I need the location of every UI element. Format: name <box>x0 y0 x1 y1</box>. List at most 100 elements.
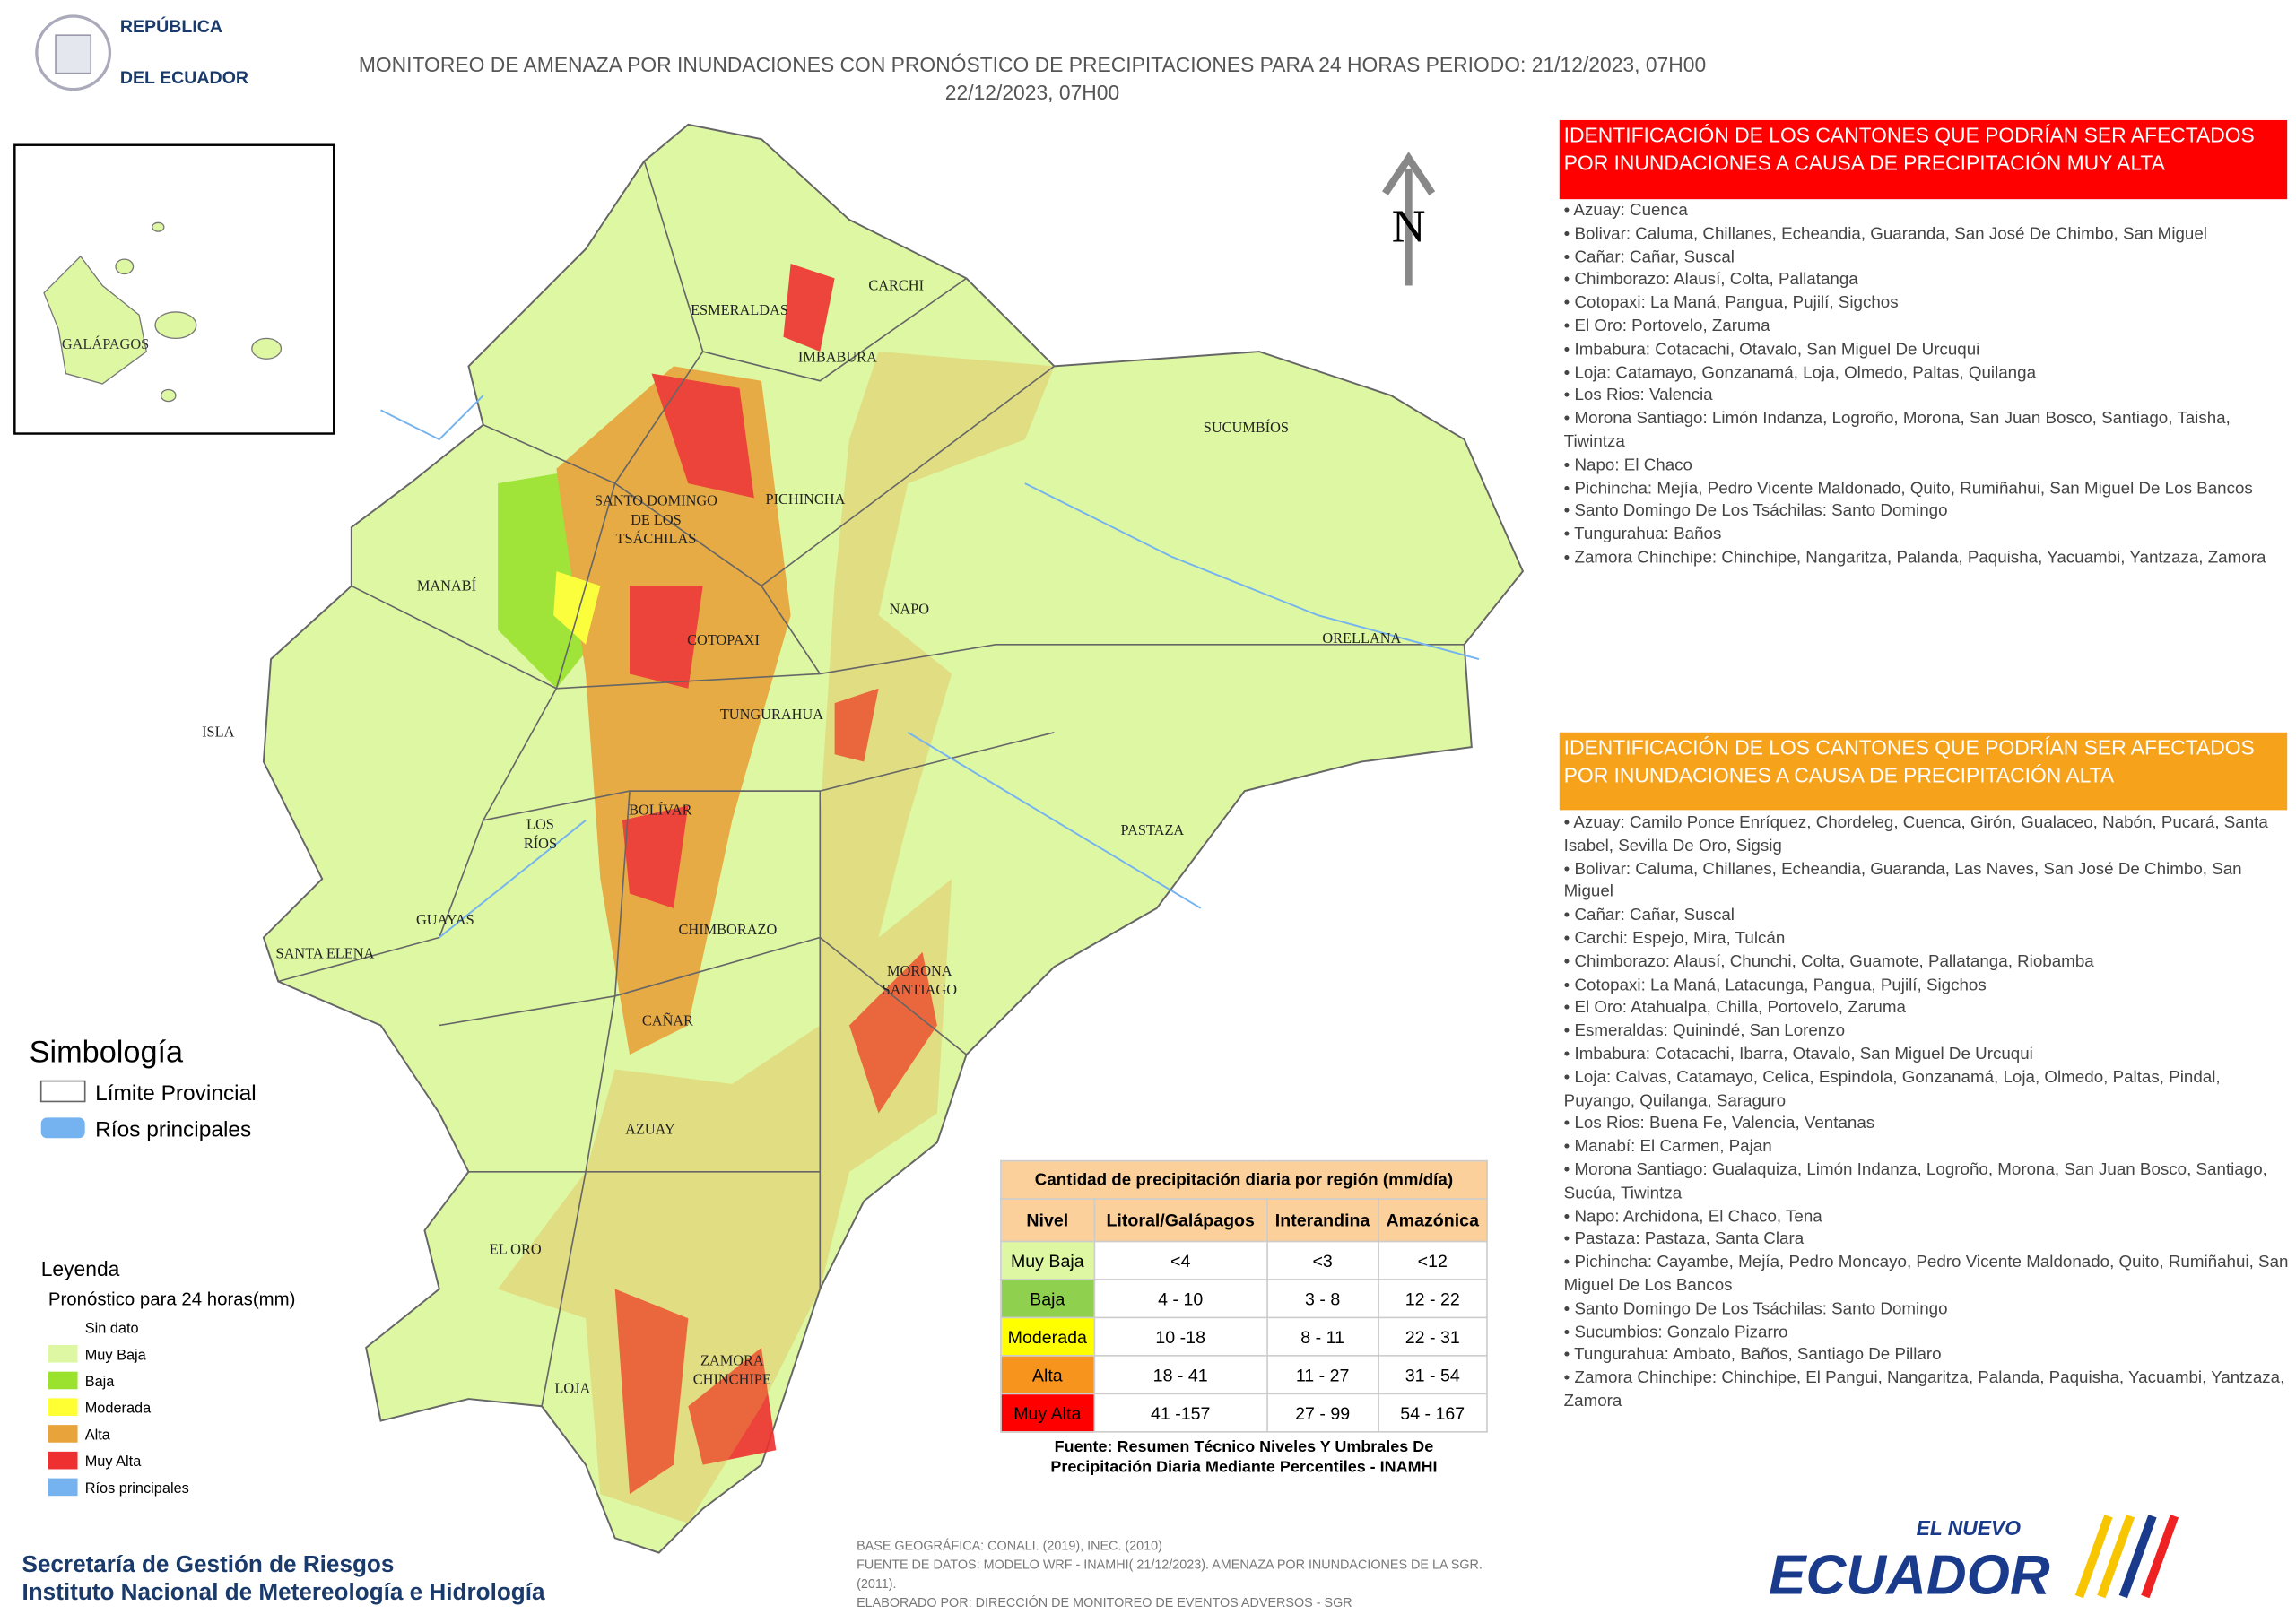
table-row: Muy Alta 41 -157 27 - 99 54 - 167 <box>1000 1393 1488 1433</box>
province-boundaries <box>277 161 1465 1407</box>
table-cell: <4 <box>1092 1240 1268 1280</box>
panel-item: Morona Santiago: Limón Indanza, Logroño,… <box>1564 409 2289 456</box>
panel-item: Cotopaxi: La Maná, Latacunga, Pangua, Pu… <box>1564 975 2289 998</box>
table-cell: Muy Alta <box>1000 1393 1095 1433</box>
legend-label: Alta <box>85 1427 111 1443</box>
province-label: PICHINCHA <box>766 490 846 508</box>
panel-item: Pichincha: Mejía, Pedro Vicente Maldonad… <box>1564 478 2289 501</box>
panel-heading-line: POR INUNDACIONES A CAUSA DE PRECIPITACIÓ… <box>1563 151 2165 175</box>
title: MONITOREO DE AMENAZA POR INUNDACIONES CO… <box>359 53 1706 76</box>
panel-item: Cañar: Cañar, Suscal <box>1564 247 2289 270</box>
panel-item: Bolivar: Caluma, Chillanes, Echeandia, G… <box>1564 224 2289 247</box>
province-label: GUAYAS <box>416 911 474 928</box>
table-cell: 27 - 99 <box>1265 1393 1379 1433</box>
table-cell: 3 - 8 <box>1265 1279 1379 1319</box>
panel-item: Chimborazo: Alausí, Colta, Pallatanga <box>1564 270 2289 293</box>
panel-item: Cotopaxi: La Maná, Pangua, Pujilí, Sigch… <box>1564 293 2289 317</box>
rivers <box>380 395 1480 939</box>
panel-item: Napo: El Chaco <box>1564 456 2289 479</box>
legend-label: Muy Alta <box>85 1454 143 1470</box>
legend-label: Moderada <box>85 1401 152 1417</box>
table-source-line: Fuente: Resumen Técnico Niveles Y Umbral… <box>1054 1438 1434 1456</box>
panel-item: Bolivar: Caluma, Chillanes, Echeandia, G… <box>1564 859 2289 906</box>
panel-item: Los Rios: Buena Fe, Valencia, Ventanas <box>1564 1114 2289 1137</box>
table-cell: 11 - 27 <box>1265 1355 1379 1395</box>
north-label: N <box>1392 201 1426 253</box>
simbologia-item: Ríos principales <box>95 1118 251 1142</box>
province-label: CHIMBORAZO <box>679 921 778 938</box>
table-row: Muy Baja <4 <3 <12 <box>1000 1240 1488 1280</box>
note: BASE GEOGRÁFICA: CONALI. (2019), INEC. (… <box>857 1538 1162 1553</box>
galapagos <box>43 221 283 403</box>
legend-label: Baja <box>85 1374 116 1390</box>
table-source-line: Precipitación Diaria Mediante Percentile… <box>1050 1459 1438 1477</box>
legend-label: Sin dato <box>85 1321 139 1337</box>
panel-item: Pastaza: Pastaza, Santa Clara <box>1564 1229 2289 1253</box>
panel-item: Morona Santiago: Gualaquiza, Limón Indan… <box>1564 1160 2289 1207</box>
symbol-river <box>40 1117 85 1139</box>
table-cell: 10 -18 <box>1092 1316 1268 1357</box>
table-cell: Moderada <box>1000 1316 1095 1357</box>
panel-item: Tungurahua: Baños <box>1564 525 2289 548</box>
logo <box>35 14 112 91</box>
panel-item: Carchi: Espejo, Mira, Tulcán <box>1564 929 2289 952</box>
legend-swatch <box>48 1451 78 1470</box>
table-cell: Muy Baja <box>1000 1240 1095 1280</box>
panel-item: Loja: Catamayo, Gonzanamá, Loja, Olmedo,… <box>1564 362 2289 386</box>
table-header: Interandina <box>1265 1198 1379 1243</box>
table-title: Cantidad de precipitación diaria por reg… <box>1000 1159 1488 1200</box>
leyenda-title: Leyenda <box>41 1257 120 1280</box>
province-label: COTOPAXI <box>687 631 760 648</box>
province-label: LOJA <box>554 1380 590 1397</box>
table-header: Litoral/Galápagos <box>1092 1198 1268 1243</box>
legend-swatch <box>48 1478 78 1497</box>
table-row: Moderada 10 -18 8 - 11 22 - 31 <box>1000 1316 1488 1357</box>
province-label: SANTO DOMINGO <box>595 492 718 509</box>
note: ELABORADO POR: DIRECCIÓN DE MONITOREO DE… <box>857 1594 1352 1610</box>
legend-swatch <box>48 1344 78 1363</box>
legend-swatch <box>48 1425 78 1443</box>
panel-item: Pichincha: Cayambe, Mejía, Pedro Moncayo… <box>1564 1253 2289 1299</box>
table-row: Baja 4 - 10 3 - 8 12 - 22 <box>1000 1279 1488 1319</box>
panel-heading-line: POR INUNDACIONES A CAUSA DE PRECIPITACIÓ… <box>1563 763 2115 787</box>
panel-list: Azuay: Camilo Ponce Enríquez, Chordeleg,… <box>1564 813 2289 1415</box>
province-label: TUNGURAHUA <box>720 706 823 723</box>
panel-item: Santo Domingo De Los Tsáchilas: Santo Do… <box>1564 501 2289 525</box>
panel-item: Imbabura: Cotacachi, Ibarra, Otavalo, Sa… <box>1564 1045 2289 1068</box>
province-label: BOLÍVAR <box>629 801 692 818</box>
table-cell: <3 <box>1265 1240 1379 1280</box>
province-label: CARCHI <box>868 276 924 293</box>
table-cell: 4 - 10 <box>1092 1279 1268 1319</box>
province-label: RÍOS <box>524 835 557 852</box>
brand: EL NUEVO <box>1917 1516 2022 1540</box>
table-cell: 18 - 41 <box>1092 1355 1268 1395</box>
table-title-row: Cantidad de precipitación diaria por reg… <box>1000 1159 1488 1200</box>
province-label: ESMERALDAS <box>691 301 788 318</box>
panel-list: Azuay: CuencaBolivar: Caluma, Chillanes,… <box>1564 201 2289 571</box>
panel-heading-line: IDENTIFICACIÓN DE LOS CANTONES QUE PODRÍ… <box>1563 123 2255 147</box>
province-label: PASTAZA <box>1121 821 1185 838</box>
table-source: Fuente: Resumen Técnico Niveles Y Umbral… <box>1000 1437 1488 1479</box>
table-cell: 31 - 54 <box>1377 1355 1488 1395</box>
table-row: Alta 18 - 41 11 - 27 31 - 54 <box>1000 1355 1488 1395</box>
panel-item: Esmeraldas: Quinindé, San Lorenzo <box>1564 1021 2289 1045</box>
panel-item: Manabí: El Carmen, Pajan <box>1564 1137 2289 1160</box>
threshold-table: Cantidad de precipitación diaria por reg… <box>1000 1159 1488 1479</box>
org: Secretaría de Gestión de Riesgos <box>22 1550 394 1577</box>
province-label: TSÁCHILAS <box>616 530 697 547</box>
legend-swatch <box>48 1371 78 1390</box>
simbologia-item: Límite Provincial <box>95 1081 257 1106</box>
table-cell: 8 - 11 <box>1265 1316 1379 1357</box>
province-label: SUCUMBÍOS <box>1204 419 1289 436</box>
province-labels: ESMERALDAS CARCHI IMBABURA SUCUMBÍOS SANTO D… <box>202 276 1401 1396</box>
panel-item: Napo: Archidona, El Chaco, Tena <box>1564 1206 2289 1229</box>
legend: Sin dato Muy Baja Baja Moderada Alta Muy Alta… <box>48 1318 189 1497</box>
panel-item: Sucumbios: Gonzalo Pizarro <box>1564 1322 2289 1345</box>
panel-item: El Oro: Portovelo, Zaruma <box>1564 317 2289 340</box>
notes: BASE GEOGRÁFICA: CONALI. (2019), INEC. (… <box>857 1537 1486 1613</box>
province-label: IMBABURA <box>798 348 877 365</box>
province-label: NAPO <box>890 600 930 617</box>
panel-item: Zamora Chinchipe: Chinchipe, Nangaritza,… <box>1564 548 2289 571</box>
province-label: AZUAY <box>625 1120 675 1137</box>
